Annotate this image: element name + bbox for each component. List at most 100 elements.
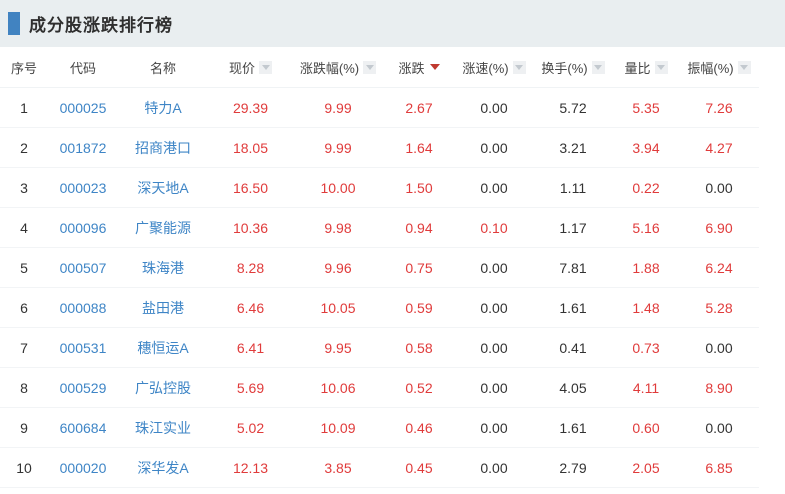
cell-code[interactable]: 000096 <box>59 219 107 236</box>
cell-speed: 0.00 <box>480 139 508 156</box>
cell-name[interactable]: 特力A <box>144 99 182 116</box>
sort-arrow-icon[interactable] <box>363 60 377 74</box>
table-row: 7 000531 穗恒运A 6.41 9.95 0.58 0.00 0.41 0.73 0.00 <box>0 328 759 368</box>
column-label: 序号 <box>10 60 37 76</box>
column-label: 现价 <box>228 60 255 76</box>
cell-name[interactable]: 广弘控股 <box>135 379 191 396</box>
cell-amplitude: 0.00 <box>705 339 733 356</box>
cell-speed: 0.00 <box>480 379 508 396</box>
cell-amplitude: 6.90 <box>705 219 733 236</box>
cell-price: 8.28 <box>236 259 265 276</box>
cell-amplitude: 7.26 <box>705 99 733 116</box>
table-row: 10 000020 深华发A 12.13 3.85 0.45 0.00 2.79 2.05 6.8… <box>0 448 759 488</box>
cell-turnover: 7.81 <box>559 259 587 276</box>
cell-name[interactable]: 深天地A <box>137 179 189 196</box>
cell-speed: 0.00 <box>480 299 508 316</box>
column-header-change-percent[interactable]: 涨跌幅(%) <box>293 47 383 87</box>
triangle-down-icon <box>261 64 270 70</box>
cell-name[interactable]: 珠江实业 <box>135 419 191 436</box>
cell-index: 3 <box>20 179 28 196</box>
cell-index: 2 <box>20 139 28 156</box>
table-row: 1 000025 特力A 29.39 9.99 2.67 0.00 5.72 5.35 7.26 <box>0 88 759 128</box>
column-label: 涨跌 <box>398 60 425 76</box>
page-title: 成分股涨跌排行榜 <box>29 16 173 35</box>
cell-code[interactable]: 000507 <box>59 259 107 276</box>
column-label: 名称 <box>149 60 176 76</box>
column-header-change[interactable]: 涨跌 <box>383 47 455 87</box>
table-row: 8 000529 广弘控股 5.69 10.06 0.52 0.00 4.05 4.11 8.90 <box>0 368 759 408</box>
cell-code[interactable]: 600684 <box>59 419 107 436</box>
cell-volume-ratio: 0.22 <box>632 179 660 196</box>
cell-name[interactable]: 招商港口 <box>135 139 191 156</box>
column-header-price[interactable]: 现价 <box>208 47 293 87</box>
column-label: 量比 <box>624 60 651 76</box>
cell-change-percent: 3.85 <box>324 459 352 476</box>
table-row: 4 000096 广聚能源 10.36 9.98 0.94 0.10 1.17 5.16 6.90 <box>0 208 759 248</box>
cell-index: 1 <box>20 99 28 116</box>
cell-price: 5.02 <box>236 419 265 436</box>
sort-arrow-icon[interactable] <box>654 60 668 74</box>
cell-change: 0.46 <box>405 419 433 436</box>
cell-turnover: 4.05 <box>559 379 587 396</box>
sort-arrow-icon[interactable] <box>512 60 526 74</box>
cell-price: 16.50 <box>232 179 269 196</box>
column-label: 涨跌幅(%) <box>299 60 360 76</box>
cell-change-percent: 10.00 <box>320 179 356 196</box>
column-label: 代码 <box>69 60 96 76</box>
cell-volume-ratio: 1.48 <box>632 299 660 316</box>
cell-price: 10.36 <box>232 219 269 236</box>
triangle-down-icon <box>657 64 665 70</box>
cell-code[interactable]: 001872 <box>59 139 107 156</box>
cell-price: 18.05 <box>232 139 269 156</box>
column-header-name: 名称 <box>118 47 208 87</box>
cell-change: 0.58 <box>405 339 433 356</box>
triangle-down-icon <box>515 64 524 70</box>
cell-turnover: 1.61 <box>559 419 587 436</box>
cell-code[interactable]: 000529 <box>59 379 107 396</box>
cell-name[interactable]: 广聚能源 <box>135 219 191 236</box>
cell-code[interactable]: 000025 <box>59 99 107 116</box>
cell-name[interactable]: 穗恒运A <box>137 339 189 356</box>
cell-change: 2.67 <box>405 99 433 116</box>
cell-index: 7 <box>20 339 28 356</box>
cell-amplitude: 0.00 <box>705 179 733 196</box>
cell-change: 1.64 <box>405 139 433 156</box>
column-label: 换手(%) <box>541 60 588 76</box>
cell-turnover: 2.79 <box>559 459 587 476</box>
sort-arrow-icon[interactable] <box>259 60 272 74</box>
cell-speed: 0.00 <box>480 259 508 276</box>
cell-code[interactable]: 000020 <box>59 459 107 476</box>
cell-amplitude: 6.24 <box>705 259 733 276</box>
cell-code[interactable]: 000531 <box>59 339 107 356</box>
column-header-volume-ratio[interactable]: 量比 <box>613 47 679 87</box>
triangle-down-icon <box>740 64 749 70</box>
cell-name[interactable]: 盐田港 <box>142 299 184 316</box>
cell-name[interactable]: 珠海港 <box>142 259 184 276</box>
cell-change-percent: 9.98 <box>324 219 352 236</box>
sort-arrow-icon[interactable] <box>737 60 751 74</box>
cell-change: 0.59 <box>405 299 433 316</box>
cell-volume-ratio: 3.94 <box>632 139 660 156</box>
table-row: 9 600684 珠江实业 5.02 10.09 0.46 0.00 1.61 0.60 0.00 <box>0 408 759 448</box>
cell-volume-ratio: 2.05 <box>632 459 660 476</box>
cell-speed: 0.00 <box>480 179 508 196</box>
cell-name[interactable]: 深华发A <box>137 459 189 476</box>
column-header-amplitude[interactable]: 振幅(%) <box>679 47 759 87</box>
table-body: 1 000025 特力A 29.39 9.99 2.67 0.00 5.72 5.35 7.26 2… <box>0 88 759 488</box>
sort-arrow-icon[interactable] <box>591 60 605 74</box>
cell-change-percent: 9.99 <box>324 99 352 116</box>
cell-amplitude: 5.28 <box>705 299 733 316</box>
cell-amplitude: 6.85 <box>705 459 733 476</box>
column-header-speed[interactable]: 涨速(%) <box>455 47 533 87</box>
sort-desc-active-icon[interactable] <box>429 64 440 70</box>
column-header-turnover[interactable]: 换手(%) <box>533 47 613 87</box>
table-header-row: 序号 代码 名称 现价 涨跌幅(%) 涨跌 涨速(%) 换手(%) 量比 振幅(%) <box>0 47 759 88</box>
cell-volume-ratio: 5.35 <box>632 99 660 116</box>
cell-amplitude: 8.90 <box>705 379 733 396</box>
cell-code[interactable]: 000023 <box>59 179 107 196</box>
cell-index: 5 <box>20 259 28 276</box>
cell-change-percent: 10.09 <box>320 419 356 436</box>
cell-index: 4 <box>20 219 28 236</box>
cell-code[interactable]: 000088 <box>59 299 107 316</box>
cell-turnover: 3.21 <box>559 139 587 156</box>
